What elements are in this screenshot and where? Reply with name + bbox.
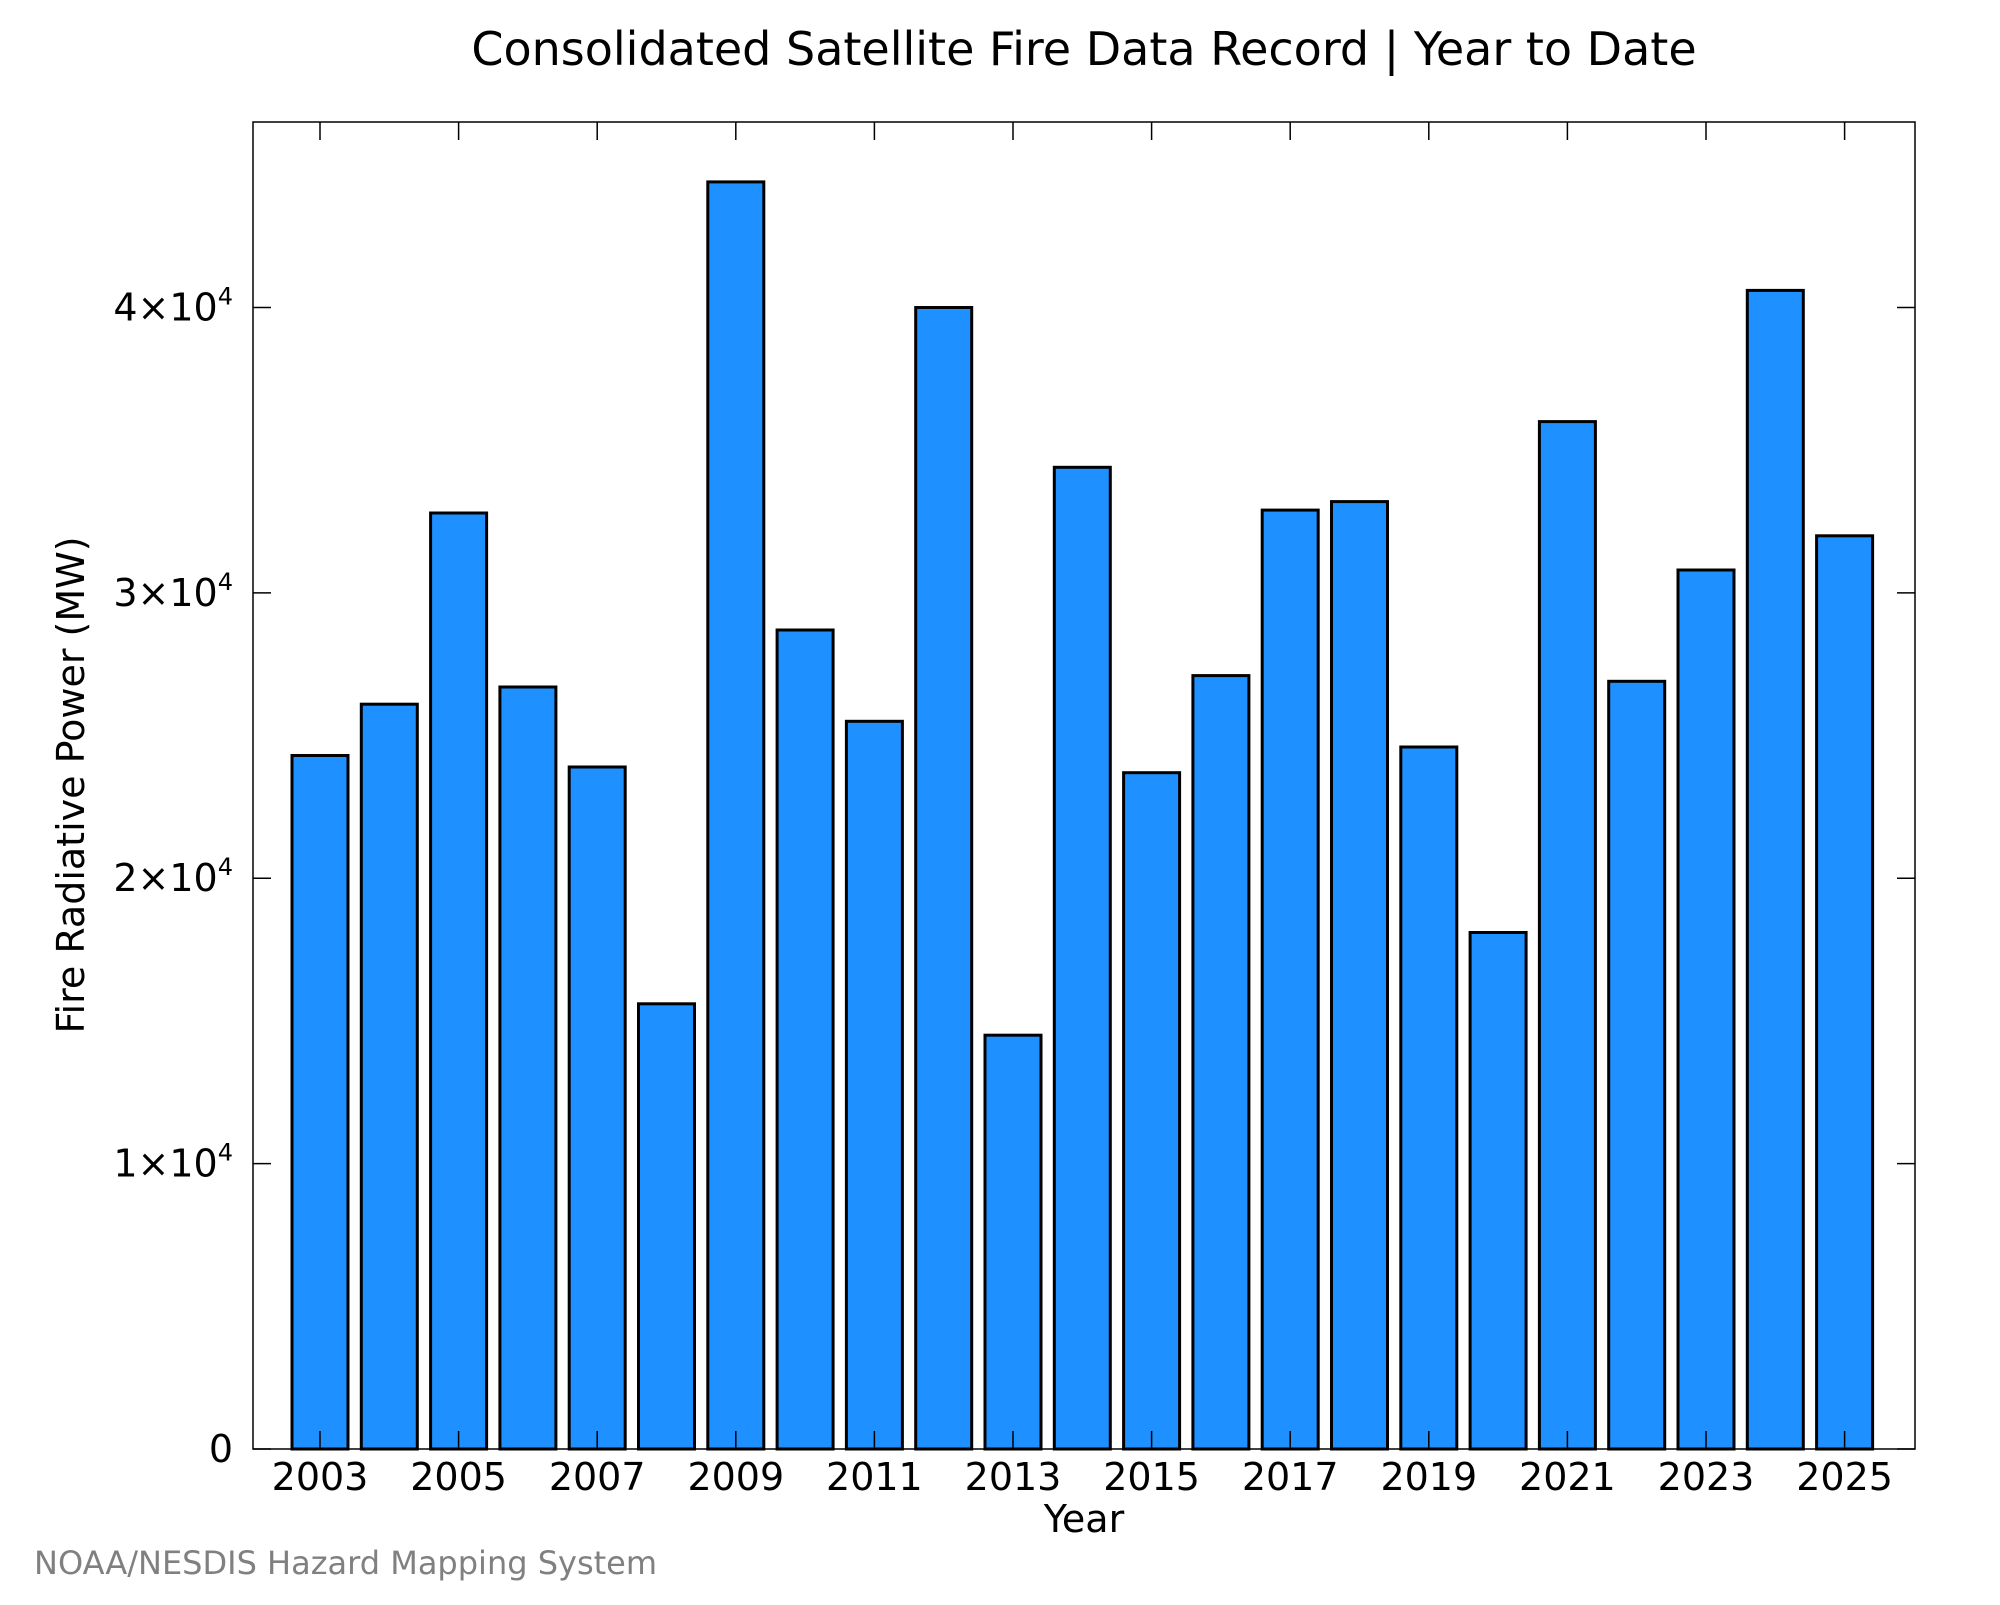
- bar-2006: [498, 685, 558, 1451]
- bar-2004: [359, 702, 419, 1451]
- bar-2025: [1815, 534, 1875, 1451]
- y-tick-label-40000: 4×104: [113, 282, 233, 329]
- bar-2009: [706, 180, 766, 1451]
- bar-2020: [1468, 931, 1528, 1451]
- y-tick-label-0: 0: [209, 1427, 233, 1471]
- x-tick-label-2025: 2025: [1796, 1455, 1893, 1499]
- y-tick-label-30000: 3×104: [113, 568, 233, 615]
- y-tick-label-20000: 2×104: [113, 853, 233, 900]
- bar-2016: [1191, 674, 1251, 1451]
- bar-2003: [290, 754, 350, 1451]
- x-tick-label-2019: 2019: [1380, 1455, 1477, 1499]
- y-axis-label: Fire Radiative Power (MW): [49, 536, 93, 1033]
- x-tick-label-2017: 2017: [1242, 1455, 1339, 1499]
- bar-2018: [1330, 500, 1389, 1451]
- bar-2019: [1399, 745, 1459, 1451]
- bar-2022: [1607, 679, 1667, 1451]
- bar-2005: [429, 511, 489, 1451]
- bar-2008: [637, 1002, 696, 1451]
- chart-title: Consolidated Satellite Fire Data Record …: [471, 22, 1696, 77]
- x-axis-label: Year: [1043, 1497, 1125, 1541]
- bar-2021: [1537, 420, 1597, 1451]
- x-tick-label-2005: 2005: [410, 1455, 507, 1499]
- bar-2024: [1745, 288, 1805, 1451]
- bar-2015: [1122, 771, 1182, 1451]
- bar-2014: [1052, 465, 1112, 1451]
- x-tick-label-2009: 2009: [687, 1455, 784, 1499]
- ticks-layer: 2003 2005 2007 2009 2011 2013 2015 2017 2019 2021…: [113, 122, 1915, 1499]
- x-tick-label-2007: 2007: [549, 1455, 646, 1499]
- bar-2013: [983, 1033, 1043, 1451]
- bar-2007: [567, 765, 627, 1451]
- x-tick-label-2011: 2011: [826, 1455, 923, 1499]
- bar-2010: [775, 628, 835, 1451]
- bar-2017: [1260, 508, 1320, 1451]
- credit-text: NOAA/NESDIS Hazard Mapping System: [34, 1544, 657, 1582]
- plot-frame: [252, 121, 1916, 1450]
- x-tick-label-2013: 2013: [965, 1455, 1062, 1499]
- x-tick-label-2003: 2003: [272, 1455, 369, 1499]
- y-tick-label-10000: 1×104: [113, 1139, 233, 1186]
- bar-2011: [844, 719, 904, 1451]
- bar-2012: [914, 306, 974, 1451]
- x-tick-label-2015: 2015: [1103, 1455, 1200, 1499]
- bars-layer: [290, 180, 1875, 1451]
- x-tick-label-2023: 2023: [1658, 1455, 1755, 1499]
- x-tick-label-2021: 2021: [1519, 1455, 1616, 1499]
- bar-2023: [1676, 568, 1736, 1451]
